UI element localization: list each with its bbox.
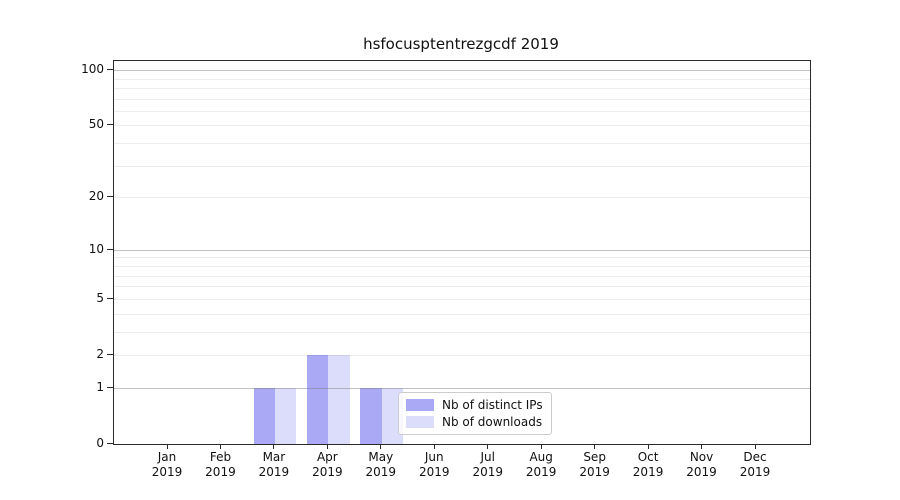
x-tick-mark xyxy=(754,445,756,449)
x-tick-mark xyxy=(701,445,703,449)
minor-gridline xyxy=(114,275,810,277)
y-tick-mark xyxy=(107,353,113,355)
legend-entry: Nb of distinct IPs xyxy=(406,398,543,412)
x-tick-month: Mar xyxy=(262,450,286,464)
chart-title: hsfocusptentrezgcdf 2019 xyxy=(363,35,559,53)
x-tick-label-nov: Nov 2019 xyxy=(660,450,744,480)
y-tick-mark xyxy=(107,443,113,444)
x-tick-month: Oct xyxy=(637,450,659,464)
x-tick-mark xyxy=(487,445,489,449)
minor-gridline xyxy=(114,110,810,112)
y-tick-label: 5 xyxy=(96,290,104,305)
minor-gridline xyxy=(114,165,810,167)
bar-distinct-ips-mar xyxy=(253,387,275,444)
x-tick-month: Feb xyxy=(209,450,232,464)
x-tick-mark xyxy=(326,445,328,449)
minor-gridline xyxy=(114,98,810,100)
bar-downloads-apr xyxy=(328,354,350,444)
x-tick-year: 2019 xyxy=(312,465,343,479)
x-tick-month: Jan xyxy=(157,450,177,464)
minor-gridline xyxy=(114,331,810,333)
major-gridline xyxy=(114,387,810,389)
x-tick-mark xyxy=(380,445,382,449)
x-tick-label-feb: Feb 2019 xyxy=(178,450,262,480)
x-tick-month: Sep xyxy=(583,450,606,464)
x-tick-month: May xyxy=(368,450,394,464)
minor-gridline xyxy=(114,313,810,315)
x-tick-year: 2019 xyxy=(686,465,717,479)
y-tick-label: 10 xyxy=(88,241,104,256)
minor-gridline xyxy=(114,286,810,288)
y-tick-mark xyxy=(107,124,113,126)
x-tick-month: Aug xyxy=(529,450,553,464)
x-tick-label-dec: Dec 2019 xyxy=(713,450,797,480)
bar-downloads-mar xyxy=(274,387,297,444)
y-tick-mark xyxy=(107,69,113,71)
x-tick-month: Dec xyxy=(743,450,767,464)
legend-label: Nb of distinct IPs xyxy=(442,398,543,412)
x-tick-month: Apr xyxy=(316,450,338,464)
major-gridline xyxy=(114,249,810,251)
y-tick-mark xyxy=(107,196,113,198)
y-tick-label: 20 xyxy=(88,189,104,204)
legend-entry: Nb of downloads xyxy=(406,415,543,429)
x-tick-month: Jul xyxy=(480,450,495,464)
x-tick-year: 2019 xyxy=(579,465,610,479)
x-tick-label-may: May 2019 xyxy=(339,450,423,480)
x-tick-year: 2019 xyxy=(472,465,503,479)
x-tick-month: Nov xyxy=(689,450,714,464)
x-tick-mark xyxy=(273,445,275,449)
x-tick-label-jul: Jul 2019 xyxy=(446,450,530,480)
bar-distinct-ips-may xyxy=(360,387,382,444)
x-tick-year: 2019 xyxy=(525,465,557,479)
x-tick-mark xyxy=(540,445,542,449)
bar-downloads-may xyxy=(381,387,404,444)
legend: Nb of distinct IPs Nb of downloads xyxy=(398,392,552,435)
y-tick-mark xyxy=(107,248,113,250)
x-tick-year: 2019 xyxy=(258,465,290,479)
x-tick-label-sep: Sep 2019 xyxy=(553,450,637,480)
minor-gridline xyxy=(114,265,810,267)
y-tick-mark xyxy=(107,297,113,299)
x-tick-mark xyxy=(433,445,435,449)
x-tick-label-apr: Apr 2019 xyxy=(285,450,369,480)
y-tick-label: 2 xyxy=(96,346,104,361)
legend-label: Nb of downloads xyxy=(442,415,543,429)
x-tick-mark xyxy=(647,445,649,449)
y-tick-label: 50 xyxy=(88,117,104,132)
x-tick-year: 2019 xyxy=(205,465,236,479)
bar-distinct-ips-apr xyxy=(306,354,329,444)
minor-gridline xyxy=(114,78,810,80)
minor-gridline xyxy=(114,125,810,127)
legend-swatch-distinct-ips xyxy=(406,399,434,411)
minor-gridline xyxy=(114,257,810,259)
minor-gridline xyxy=(114,298,810,300)
x-tick-label-jan: Jan 2019 xyxy=(125,450,209,480)
x-tick-label-jun: Jun 2019 xyxy=(392,450,476,480)
minor-gridline xyxy=(114,87,810,89)
y-tick-label: 100 xyxy=(81,62,104,77)
x-tick-year: 2019 xyxy=(151,465,183,479)
legend-swatch-downloads xyxy=(406,416,434,428)
x-tick-year: 2019 xyxy=(739,465,771,479)
y-tick-label: 1 xyxy=(96,379,104,394)
x-tick-mark xyxy=(166,445,168,449)
plot-area xyxy=(113,60,811,445)
x-tick-year: 2019 xyxy=(632,465,664,479)
y-tick-mark xyxy=(107,386,113,388)
x-tick-month: Jun xyxy=(424,450,444,464)
minor-gridline xyxy=(114,143,810,145)
x-tick-year: 2019 xyxy=(418,465,450,479)
minor-gridline xyxy=(114,354,810,356)
x-tick-mark xyxy=(594,445,596,449)
y-tick-label: 0 xyxy=(96,436,104,450)
x-tick-label-oct: Oct 2019 xyxy=(606,450,690,480)
major-gridline xyxy=(114,70,810,72)
x-tick-mark xyxy=(219,445,221,449)
minor-gridline xyxy=(114,197,810,199)
x-tick-year: 2019 xyxy=(365,465,397,479)
x-tick-label-mar: Mar 2019 xyxy=(232,450,316,480)
x-tick-label-aug: Aug 2019 xyxy=(499,450,583,480)
